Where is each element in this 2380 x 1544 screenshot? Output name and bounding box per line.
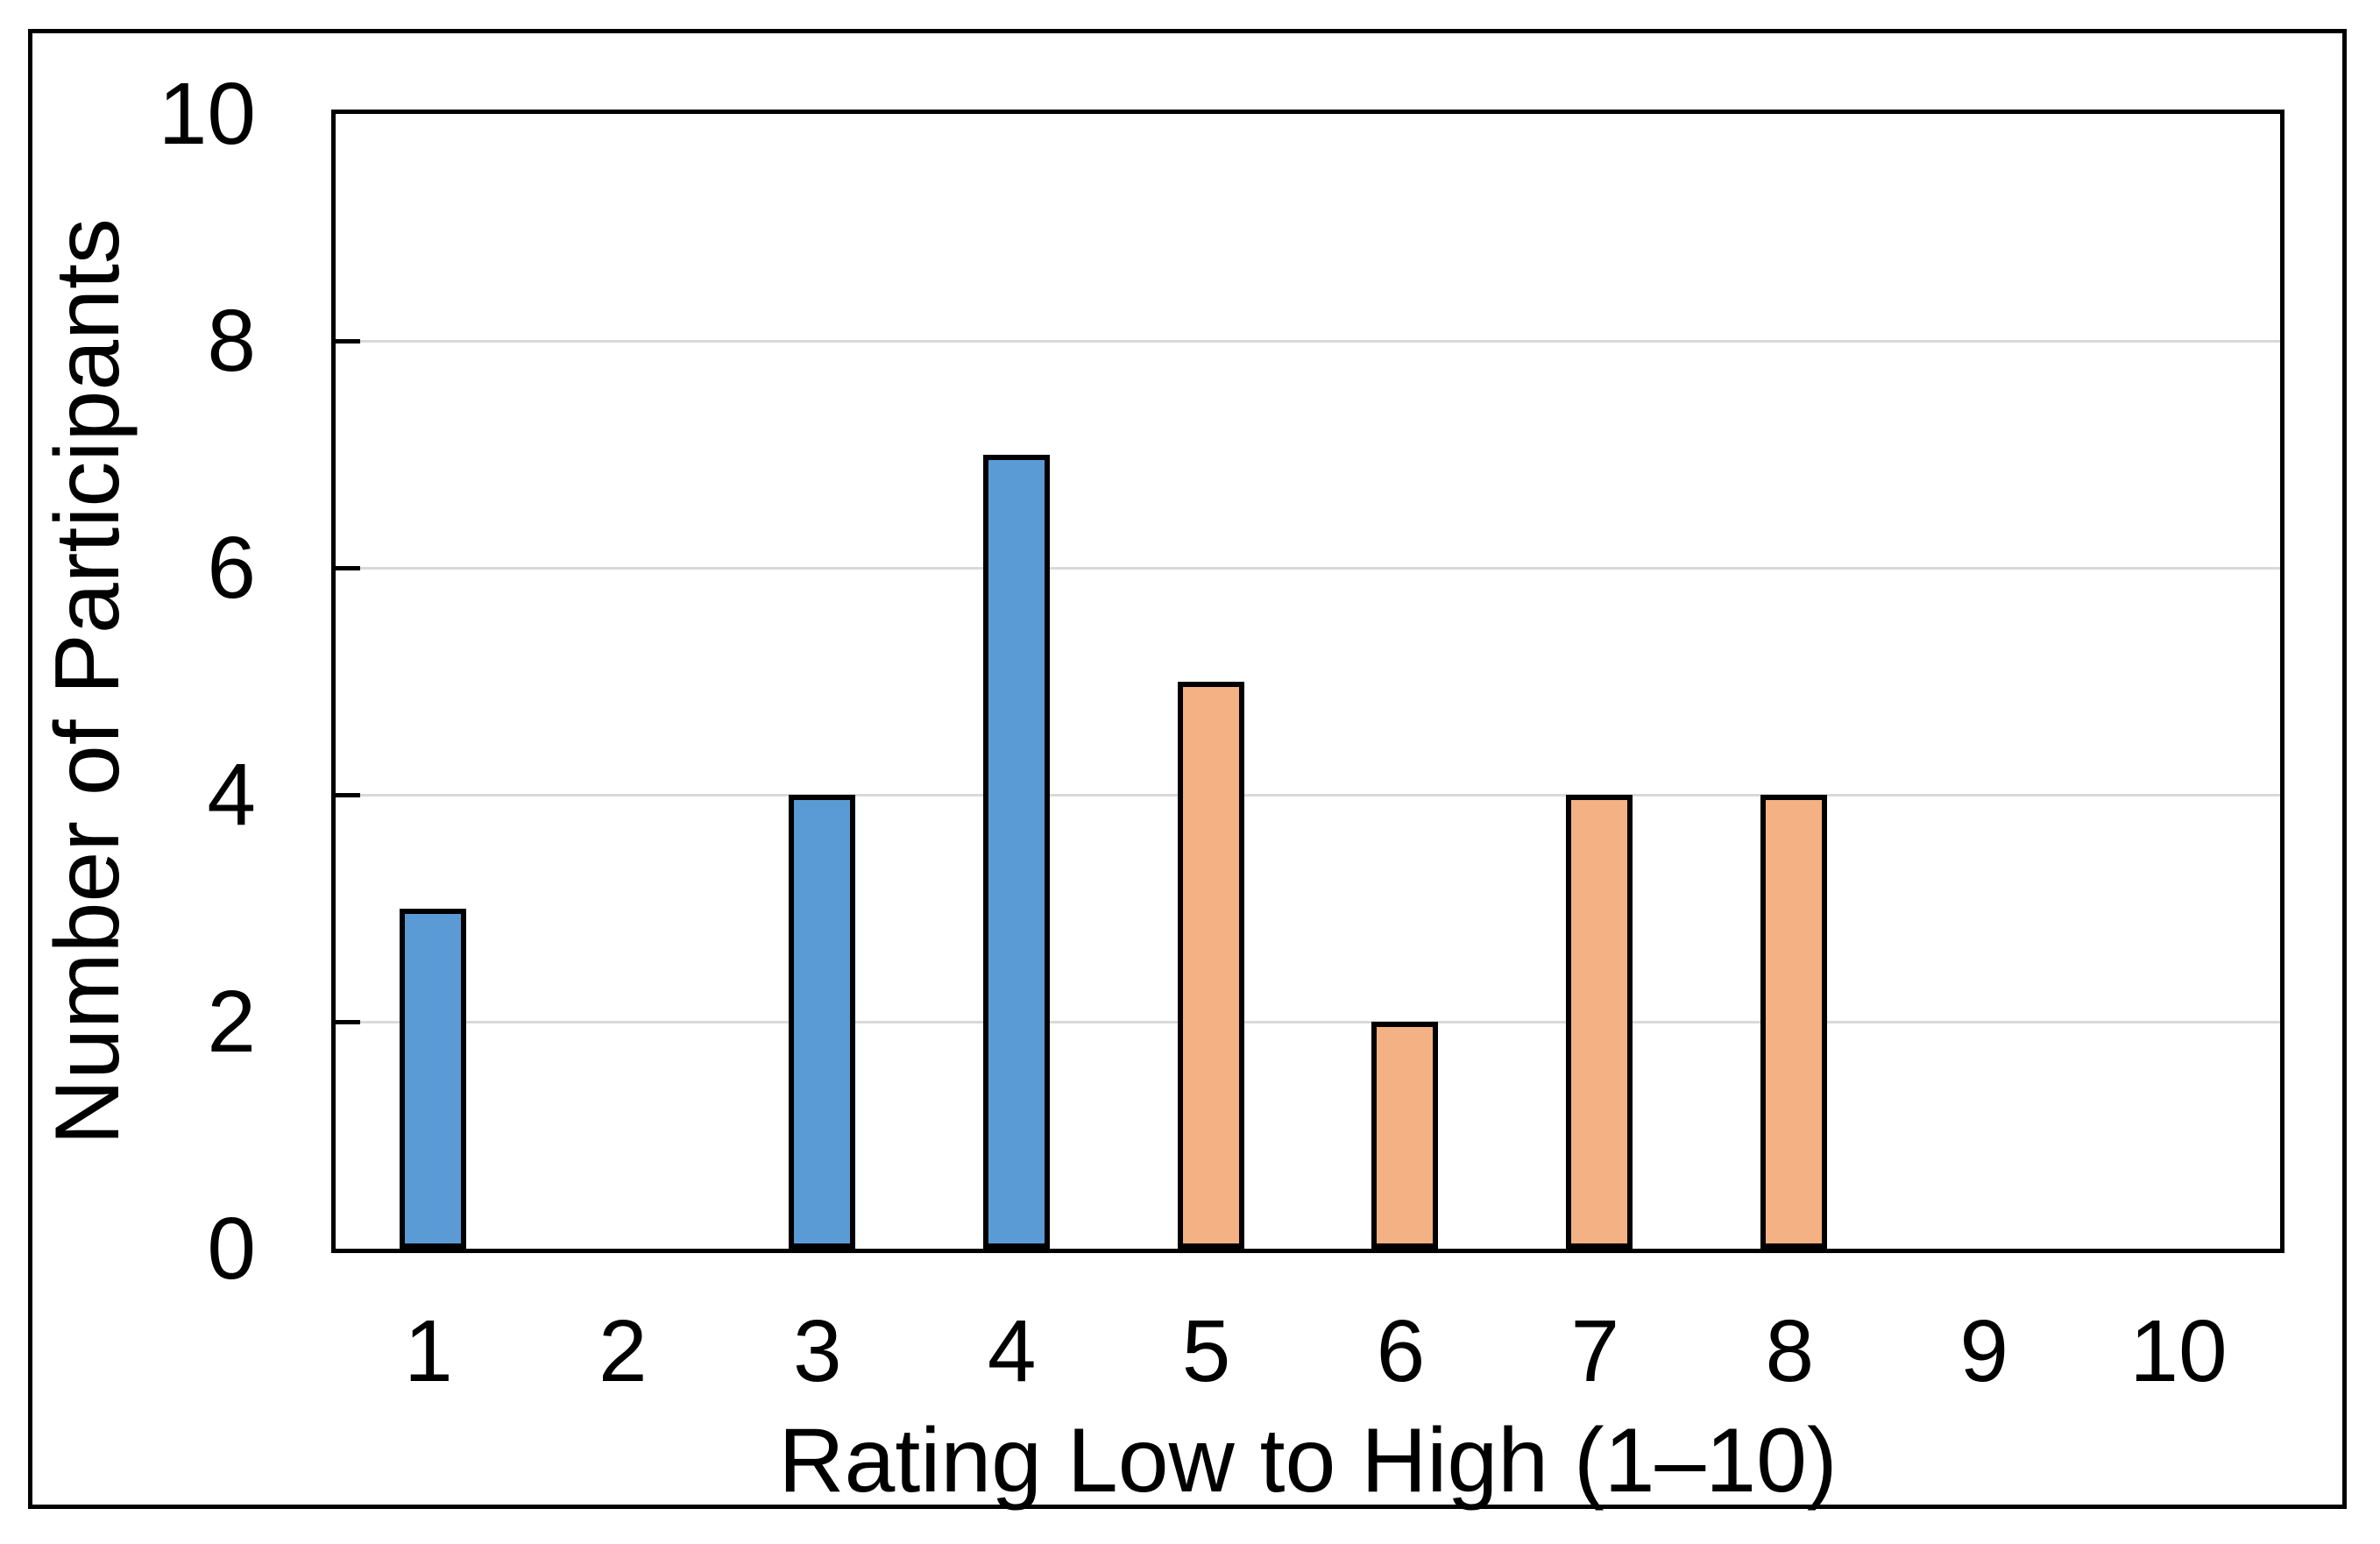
- x-tick-label: 8: [1765, 1302, 1815, 1400]
- plot-area: [331, 110, 2284, 1253]
- bar: [1760, 795, 1828, 1249]
- x-tick-label: 6: [1376, 1302, 1426, 1400]
- y-tick-label: 6: [207, 519, 256, 617]
- gridline: [336, 339, 2280, 343]
- x-tick-label: 10: [2129, 1302, 2228, 1400]
- y-tick-mark: [336, 565, 360, 570]
- x-axis-title: Rating Low to High (1–10): [778, 1410, 1838, 1512]
- gridline: [336, 793, 2280, 797]
- bar: [399, 908, 466, 1249]
- gridline: [336, 566, 2280, 570]
- y-tick-mark: [336, 1019, 360, 1024]
- x-tick-label: 2: [599, 1302, 648, 1400]
- x-tick-label: 9: [1959, 1302, 2008, 1400]
- bar: [1371, 1022, 1439, 1249]
- bar: [1177, 681, 1244, 1249]
- y-tick-label: 10: [158, 65, 256, 163]
- x-tick-label: 7: [1570, 1302, 1620, 1400]
- y-tick-label: 0: [207, 1200, 256, 1298]
- x-tick-label: 3: [792, 1302, 842, 1400]
- y-tick-mark: [336, 792, 360, 797]
- x-tick-label: 4: [987, 1302, 1037, 1400]
- bar: [788, 795, 855, 1249]
- y-axis-title: Number of Participants: [37, 218, 138, 1145]
- bar: [982, 454, 1050, 1249]
- y-tick-label: 4: [207, 746, 256, 844]
- y-tick-mark: [336, 338, 360, 344]
- x-tick-label: 1: [404, 1302, 453, 1400]
- y-tick-label: 2: [207, 973, 256, 1071]
- x-tick-label: 5: [1181, 1302, 1231, 1400]
- bar: [1566, 795, 1633, 1249]
- y-tick-label: 8: [207, 292, 256, 390]
- gridline: [336, 1020, 2280, 1023]
